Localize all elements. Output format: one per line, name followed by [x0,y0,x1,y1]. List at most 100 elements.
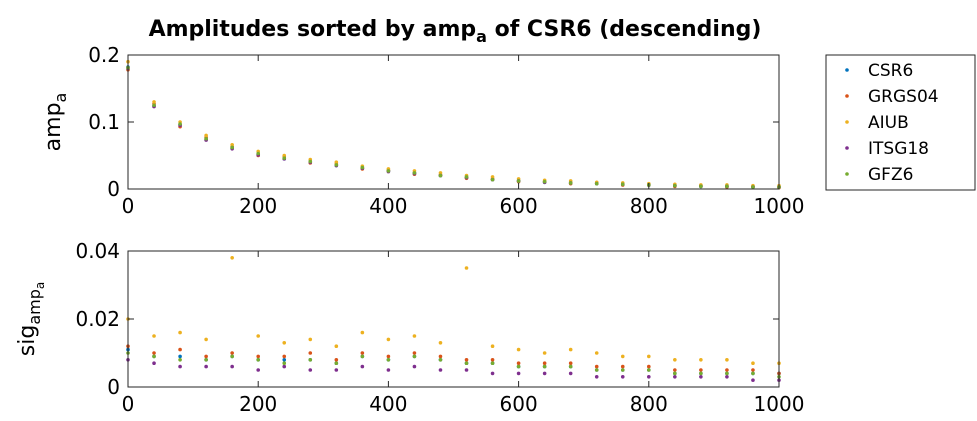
legend: CSR6 GRGS04 AIUB ITSG18 GFZ6 [825,54,976,191]
data-point [178,354,182,359]
data-point [360,330,365,335]
x-tick-label: 400 [369,194,407,218]
data-point [282,361,287,366]
data-point [438,354,443,359]
data-point [594,364,599,369]
data-point [438,358,443,362]
legend-label: GRGS04 [868,87,939,107]
data-point [464,361,469,366]
data-point [360,165,365,170]
data-point [725,368,729,372]
data-point [152,334,156,338]
data-point [594,181,599,186]
data-point [647,375,651,379]
data-point [594,351,599,355]
data-point [542,371,547,376]
data-point [386,358,391,362]
plot-area [128,251,779,387]
data-point [152,100,156,104]
data-point [152,103,156,108]
data-point [282,153,287,158]
plot-area [128,55,779,189]
data-point [334,361,339,366]
data-point [620,368,625,372]
x-tick-label: 600 [500,392,538,416]
data-point [542,351,547,355]
data-point [256,151,261,156]
data-point [673,183,677,188]
label-subsub: a [33,282,47,289]
data-point [699,371,703,376]
label-sub: a [51,93,70,103]
legend-label: ITSG18 [868,139,929,159]
axes: 0 200 400 600 800 1000 0 0.1 0.2 [88,43,804,218]
x-tick-label: 400 [369,392,407,416]
data-point [673,371,677,376]
data-point [725,184,729,189]
y-tick-label: 0.02 [75,307,120,331]
x-tick-label: 0 [122,194,135,218]
data-point [490,358,495,362]
data-point [568,361,573,366]
data-point [620,354,625,359]
y-tick-label: 0.1 [88,110,120,134]
data-point [490,361,495,366]
data-point [490,177,495,182]
data-point [152,351,156,355]
data-point [178,122,182,126]
data-point [464,266,469,270]
data-point [490,371,495,376]
data-point [178,347,182,352]
legend-marker [845,68,849,72]
legend-marker [845,146,849,150]
data-point [594,375,599,379]
legend-marker [845,94,849,98]
data-point [256,334,261,338]
data-point [256,354,261,359]
data-point [334,344,339,349]
data-point [620,375,625,379]
data-point [725,358,729,362]
y-tick-label: 0 [107,375,120,399]
data-point [360,351,365,355]
data-point [647,368,651,372]
data-point [542,361,547,366]
data-point [230,255,234,260]
data-point [386,368,391,372]
data-point [230,351,234,355]
data-point [282,358,287,362]
data-point [282,341,287,345]
legend-label: AIUB [868,113,909,133]
data-point [438,341,443,345]
y-axis-label: sigampa [15,282,47,356]
legend-marker [845,120,849,124]
data-point [178,330,182,335]
data-point [516,364,521,369]
data-point [751,378,755,383]
data-point [204,337,208,342]
data-point [438,171,443,175]
data-point [412,171,417,175]
title-part: Amplitudes sorted by amp [149,17,477,42]
data-point [620,364,625,369]
data-point [438,173,443,178]
chart-title: Amplitudes sorted by ampa of CSR6 (desce… [149,17,762,46]
data-point [620,182,625,187]
axes: 0 200 400 600 800 1000 0 0.02 0.04 [75,239,804,416]
data-point [412,334,417,338]
data-point [152,361,156,366]
data-point [230,364,234,369]
data-point [568,371,573,376]
title-sub: a [476,27,487,46]
data-point [647,354,651,359]
data-point [516,371,521,376]
data-point [464,368,469,372]
data-point [204,133,208,138]
data-point [334,163,339,167]
data-point [308,159,313,164]
data-point [230,145,234,150]
x-tick-label: 1000 [754,392,805,416]
x-tick-label: 800 [630,194,668,218]
label-sub: amp [25,289,44,325]
